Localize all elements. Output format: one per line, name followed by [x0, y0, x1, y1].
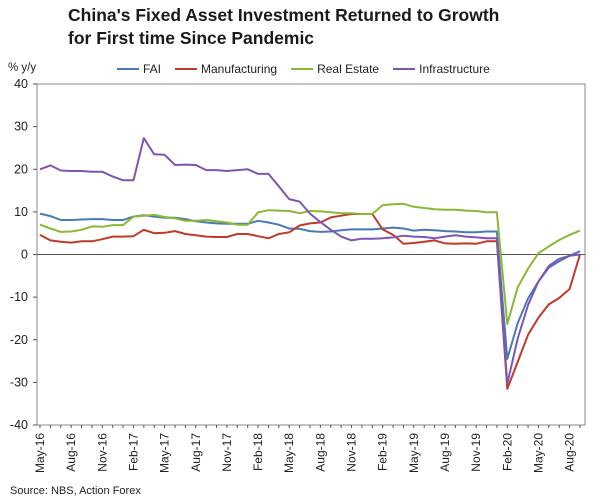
y-tick-label: -20	[10, 333, 28, 347]
legend-item: Manufacturing	[175, 62, 277, 76]
y-tick-label: 30	[14, 120, 28, 134]
y-tick-label: 20	[14, 162, 28, 176]
x-tick-label: Nov-19	[469, 433, 483, 472]
legend-label: FAI	[143, 62, 162, 76]
legend-swatch	[291, 68, 314, 70]
x-tick-label: May-20	[531, 433, 545, 473]
x-tick-label: Nov-16	[95, 433, 109, 472]
legend-label: Manufacturing	[201, 62, 278, 76]
series-line-real-estate	[39, 202, 581, 325]
legend-item: FAI	[117, 62, 161, 76]
x-tick-label: Feb-19	[376, 433, 390, 471]
x-tick-label: May-19	[407, 433, 421, 473]
x-tick-label: May-18	[282, 433, 296, 473]
x-tick-label: Aug-20	[563, 433, 577, 472]
legend-swatch	[175, 68, 198, 70]
legend-label: Real Estate	[317, 62, 380, 76]
chart-title: China's Fixed Asset Investment Returned …	[68, 4, 588, 50]
x-tick-label: Nov-18	[345, 433, 359, 472]
chart-title-line1: China's Fixed Asset Investment Returned …	[68, 5, 500, 25]
y-axis-unit-label: % y/y	[8, 62, 37, 74]
x-tick-label: Feb-20	[500, 433, 514, 471]
y-tick-label: -40	[10, 418, 28, 432]
series-line-infrastructure	[39, 137, 581, 385]
series-line-fai	[39, 212, 581, 360]
legend-label: Infrastructure	[419, 62, 490, 76]
y-tick-label: 40	[14, 77, 28, 91]
x-tick-label: Aug-16	[64, 433, 78, 472]
legend-swatch	[117, 68, 139, 70]
legend-swatch	[393, 68, 416, 70]
chart-title-line2: for First time Since Pandemic	[68, 28, 315, 48]
series-line-manufacturing	[39, 213, 581, 390]
y-tick-label: -10	[10, 290, 28, 304]
legend-item: Real Estate	[291, 62, 379, 76]
x-tick-label: May-16	[33, 433, 47, 473]
x-tick-label: Feb-18	[251, 433, 265, 471]
y-tick-label: -30	[10, 375, 28, 389]
x-tick-label: Nov-17	[220, 433, 234, 472]
y-tick-label: 0	[21, 248, 28, 262]
source-note: Source: NBS, Action Forex	[10, 485, 141, 497]
x-tick-label: Feb-17	[126, 433, 140, 471]
y-tick-label: 10	[14, 205, 28, 219]
x-tick-label: May-17	[158, 433, 172, 473]
x-tick-label: Aug-19	[438, 433, 452, 472]
x-tick-label: Aug-18	[313, 433, 327, 472]
chart-legend: FAI Manufacturing Real Estate Infrastructur…	[117, 62, 504, 76]
legend-item: Infrastructure	[393, 62, 490, 76]
x-tick-label: Aug-17	[189, 433, 203, 472]
